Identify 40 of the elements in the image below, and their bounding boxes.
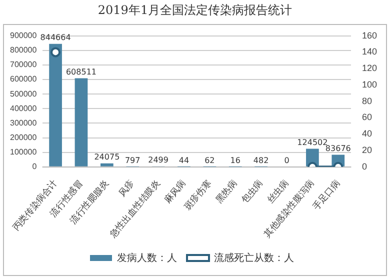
y-tick-label: 600000: [10, 74, 38, 84]
data-label: 83676: [325, 144, 351, 153]
data-label: 124502: [297, 138, 328, 147]
y2-tick-label: 120: [362, 63, 378, 74]
data-label: 2499: [148, 156, 168, 165]
x-tick-label: 包虫病: [239, 178, 264, 205]
data-label: 16: [230, 156, 240, 165]
y-tick-label: 0: [32, 162, 38, 172]
data-label: 62: [204, 156, 215, 165]
data-label: 608511: [66, 67, 97, 76]
y-tick-label: 200000: [10, 132, 38, 142]
data-label: 24075: [94, 152, 120, 162]
data-label: 844664: [40, 32, 71, 42]
y2-tick-label: 40: [362, 128, 372, 139]
data-label: 482: [253, 156, 269, 165]
data-label: 0: [284, 156, 290, 165]
bar: [74, 78, 88, 166]
y2-tick-label: 100: [362, 79, 378, 90]
bar: [49, 44, 62, 166]
y-tick-label: 800000: [10, 46, 38, 55]
y-tick-label: 900000: [10, 31, 38, 40]
y2-tick-label: 80: [362, 96, 372, 106]
y-tick-label: 400000: [10, 104, 38, 113]
y-tick-label: 100000: [10, 148, 38, 157]
x-tick-label: 风疹: [116, 178, 136, 198]
x-tick-label: 黑热病: [214, 178, 239, 205]
chart-title: 2019年1月全国法定传染病报告统计: [96, 2, 294, 19]
y2-tick-label: 140: [362, 46, 378, 57]
y2-tick-label: 0: [362, 161, 367, 172]
data-label: 44: [178, 156, 190, 165]
legend-label: 流感死亡从数：人: [214, 252, 294, 264]
y2-tick-label: 160: [362, 30, 378, 40]
y-tick-label: 500000: [10, 89, 38, 98]
y-tick-label: 700000: [10, 60, 38, 70]
y-tick-label: 300000: [10, 118, 38, 128]
data-label: 797: [124, 156, 140, 165]
legend-label: 发病人数：人: [117, 252, 177, 264]
y2-tick-label: 20: [362, 145, 372, 155]
y2-tick-label: 60: [362, 112, 372, 122]
bar: [100, 163, 114, 166]
